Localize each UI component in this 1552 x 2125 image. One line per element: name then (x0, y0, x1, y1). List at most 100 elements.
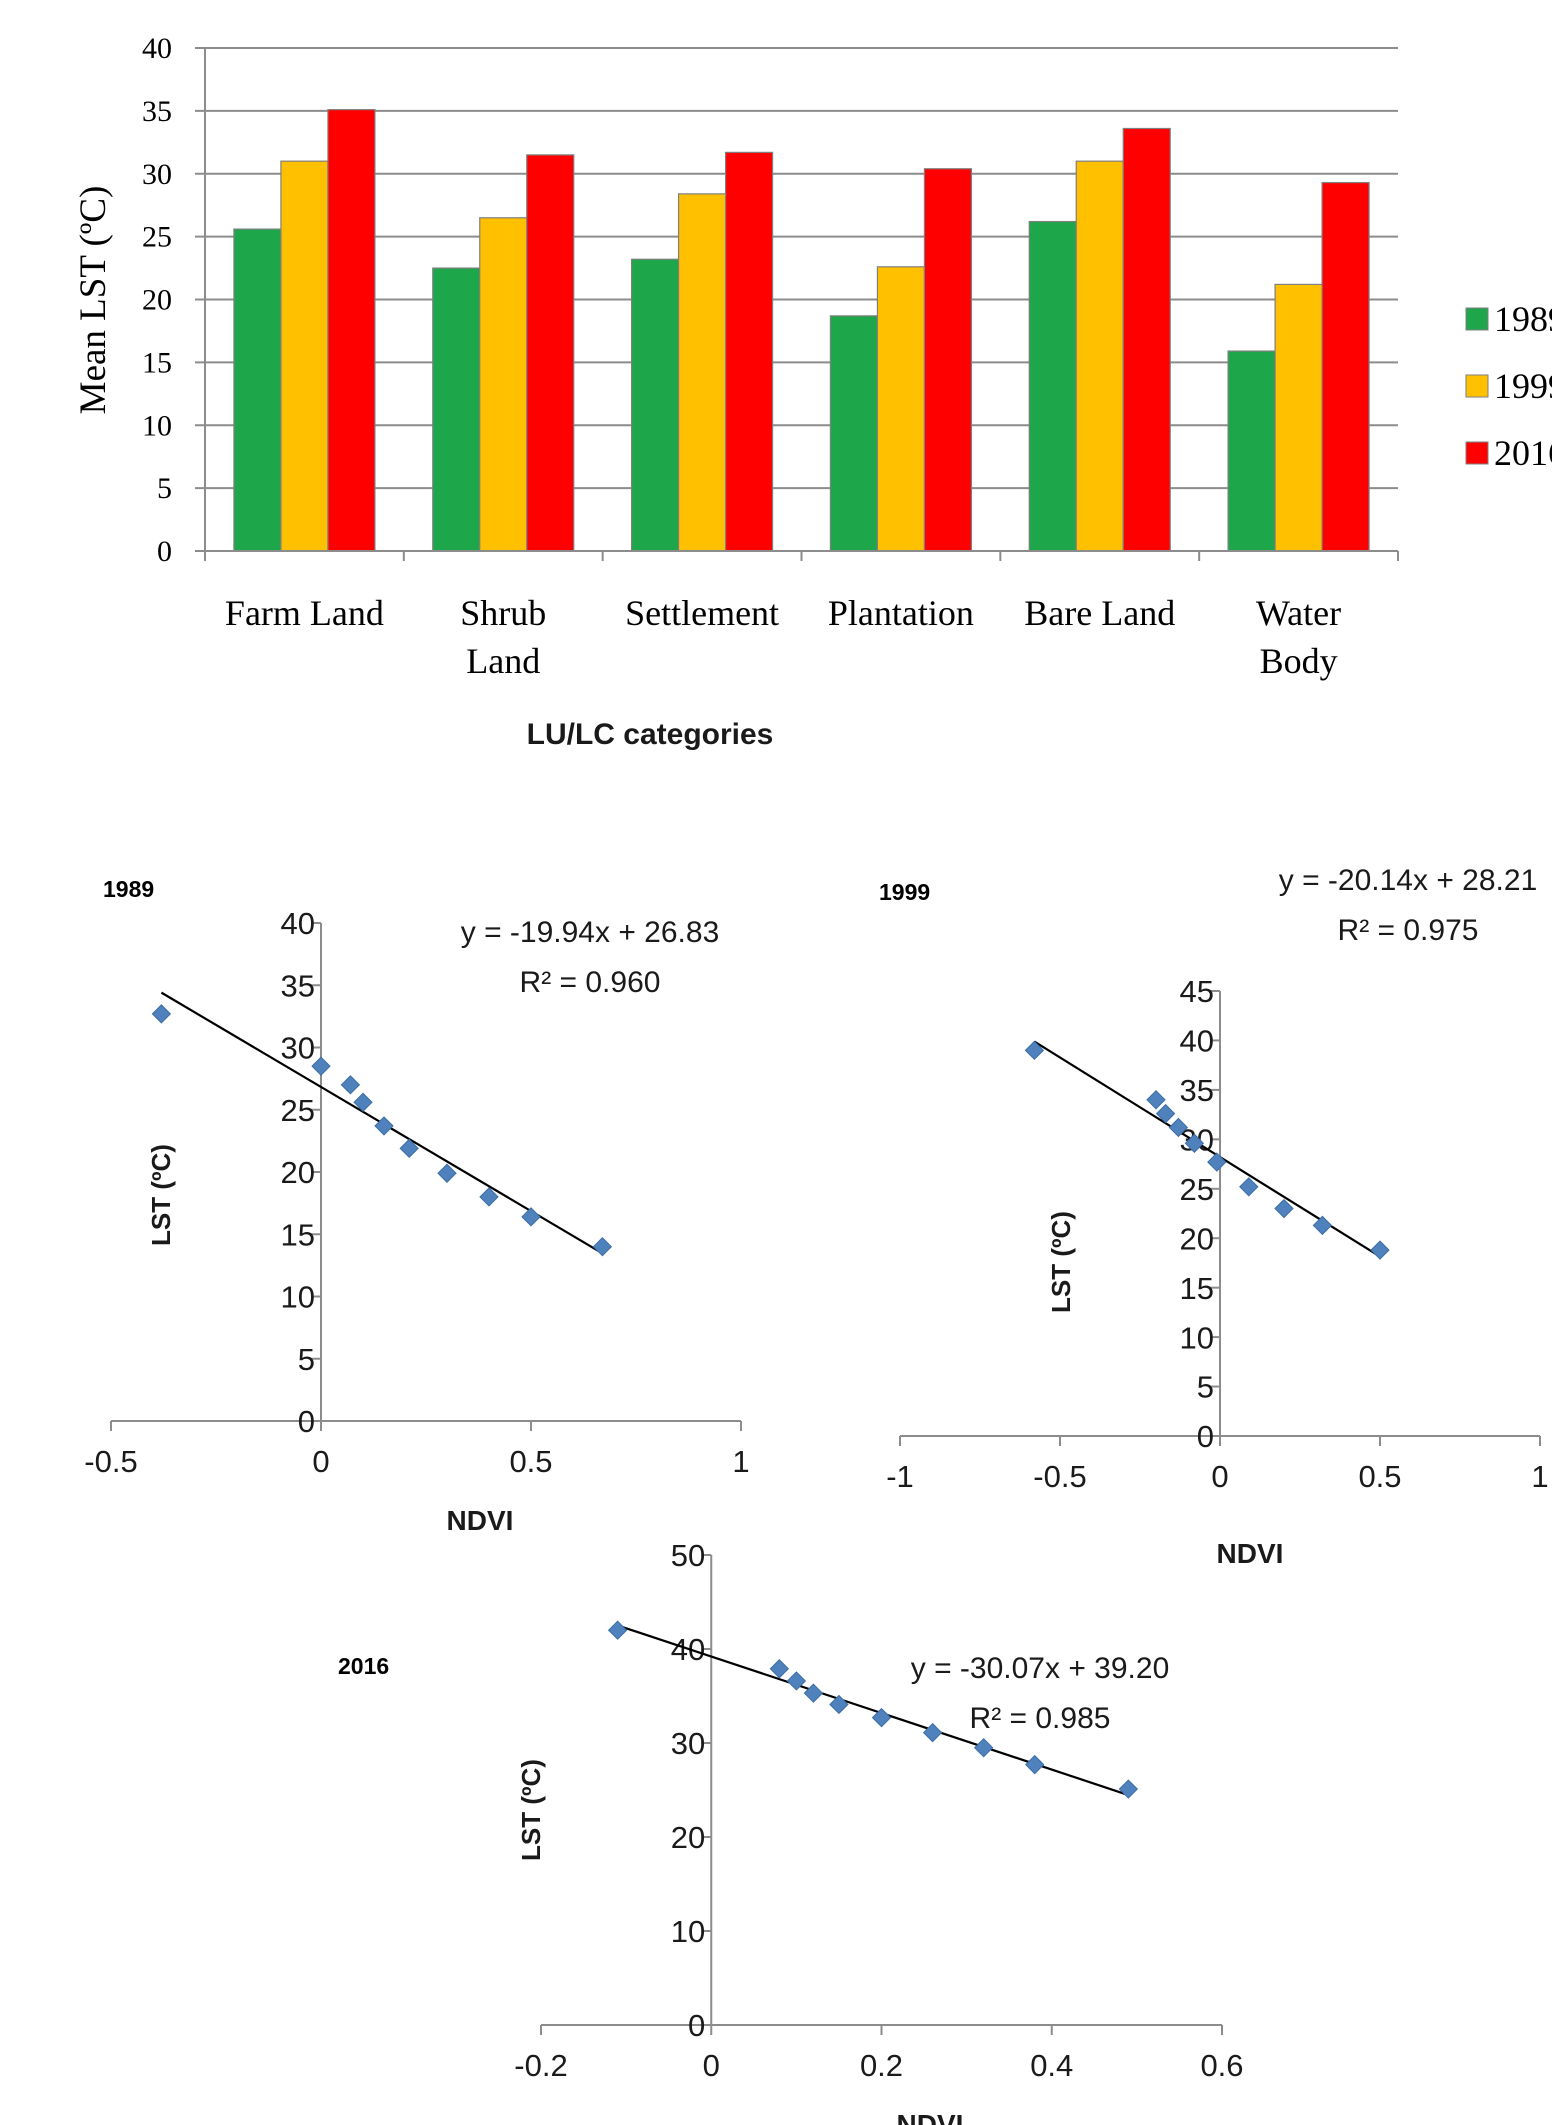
x-tick-label: -1 (886, 1459, 914, 1494)
data-point (829, 1694, 849, 1715)
x-tick-label: 0.4 (1030, 2048, 1073, 2083)
y-tick-label: 10 (1180, 1320, 1214, 1355)
bar-1989 (432, 267, 481, 552)
legend-label: 1999 (1494, 366, 1552, 406)
x-tick-label: 0.6 (1200, 2048, 1243, 2083)
x-tick-label: -0.2 (514, 2048, 567, 2083)
y-tick-label: 5 (298, 1342, 315, 1377)
x-tick-label: 1 (1531, 1459, 1548, 1494)
data-point (769, 1659, 790, 1679)
data-point (437, 1163, 457, 1183)
data-point (922, 1722, 943, 1743)
trendline-equation: y = -30.07x + 39.20 (911, 1652, 1170, 1685)
bar-1999 (876, 266, 926, 552)
data-point (1312, 1215, 1333, 1236)
data-point (1118, 1779, 1139, 1799)
category-label: Shrub (460, 593, 546, 633)
y-tick-label: 35 (1180, 1073, 1214, 1108)
bar-chart: 0 5 10 15 20 25 30 35 40 Farm Land Shrub Land Settle… (73, 32, 1552, 751)
y-tick-label: 40 (142, 32, 172, 65)
bar-2016 (327, 109, 376, 552)
y-tick-label: 25 (1180, 1172, 1214, 1207)
category-label: Bare Land (1024, 593, 1175, 633)
y-tick-label: 20 (1180, 1221, 1214, 1256)
bar-2016 (1321, 181, 1370, 552)
data-point (1168, 1117, 1189, 1138)
y-tick-label: 15 (142, 346, 172, 379)
x-tick-label: -0.5 (84, 1444, 137, 1479)
legend-label: 1989 (1494, 299, 1552, 339)
y-tick-label: 5 (1197, 1370, 1214, 1405)
data-point (399, 1138, 419, 1159)
y-tick-label: 35 (142, 95, 172, 128)
bar-1989 (829, 315, 879, 552)
panel-label: 1989 (103, 876, 154, 902)
bar-1999 (1274, 283, 1323, 552)
x-tick-label: 0 (1211, 1459, 1228, 1494)
y-tick-label: 30 (142, 158, 172, 191)
data-point (871, 1707, 892, 1728)
data-point (973, 1737, 994, 1758)
panel-label: 1999 (879, 879, 930, 905)
x-tick-label: 0 (312, 1444, 329, 1479)
data-point (1274, 1198, 1294, 1219)
x-tick-label: 0.5 (1358, 1459, 1401, 1494)
y-tick-label: 25 (142, 221, 172, 254)
x-tick-label: 0.2 (860, 2048, 903, 2083)
data-point (1239, 1177, 1259, 1197)
data-point (521, 1207, 541, 1227)
data-point (1025, 1754, 1045, 1775)
bar-2016 (724, 151, 774, 552)
data-point (1024, 1040, 1045, 1061)
y-tick-label: 15 (281, 1217, 315, 1252)
bar-2016 (526, 154, 575, 552)
category-label: Plantation (828, 593, 974, 633)
y-tick-label: 0 (157, 535, 172, 568)
y-tick-label: 15 (1180, 1271, 1214, 1306)
data-point (151, 1004, 172, 1024)
r-squared-label: R² = 0.975 (1338, 914, 1479, 947)
y-tick-label: 25 (281, 1093, 315, 1128)
y-tick-label: 10 (671, 1914, 705, 1949)
bar-1989 (630, 258, 680, 552)
x-tick-label: 1 (732, 1444, 749, 1479)
y-tick-label: 40 (1180, 1024, 1214, 1059)
data-point (1155, 1103, 1176, 1124)
data-point (1184, 1133, 1205, 1153)
category-label: Farm Land (225, 593, 384, 633)
r-squared-label: R² = 0.985 (970, 1702, 1111, 1735)
bar-1999 (280, 160, 329, 552)
trendline-equation: y = -20.14x + 28.21 (1279, 864, 1538, 897)
data-point (311, 1056, 331, 1076)
data-point (1207, 1152, 1227, 1172)
panel-label: 2016 (338, 1653, 389, 1679)
category-label: Settlement (625, 593, 779, 633)
bar-1989 (1028, 220, 1077, 552)
data-point (803, 1683, 824, 1703)
trendline (617, 1624, 1129, 1797)
scatter-chart-1989: 0 5 10 15 20 25 30 35 40 -0.5 0 0.5 1 1989 y = -19.94x… (84, 876, 749, 1536)
y-tick-label: 20 (671, 1820, 705, 1855)
legend-swatch (1465, 307, 1489, 331)
data-point (607, 1620, 628, 1640)
bar-1999 (479, 217, 528, 552)
x-axis-title: NDVI (447, 1505, 514, 1536)
category-label: Land (466, 641, 540, 681)
x-tick-label: 0.5 (509, 1444, 552, 1479)
y-tick-label: 20 (142, 284, 172, 317)
data-point (1370, 1240, 1390, 1260)
data-point (353, 1092, 373, 1112)
legend-swatch (1465, 441, 1489, 465)
data-point (374, 1116, 394, 1136)
bar-1989 (233, 228, 282, 552)
x-axis-title: NDVI (897, 2109, 964, 2125)
data-point (786, 1671, 807, 1691)
r-squared-label: R² = 0.960 (520, 966, 661, 999)
y-tick-label: 0 (688, 2008, 705, 2043)
trendline-equation: y = -19.94x + 26.83 (461, 916, 720, 949)
y-tick-label: 5 (157, 472, 172, 505)
y-axis-title: LST (ºC) (146, 1144, 176, 1246)
